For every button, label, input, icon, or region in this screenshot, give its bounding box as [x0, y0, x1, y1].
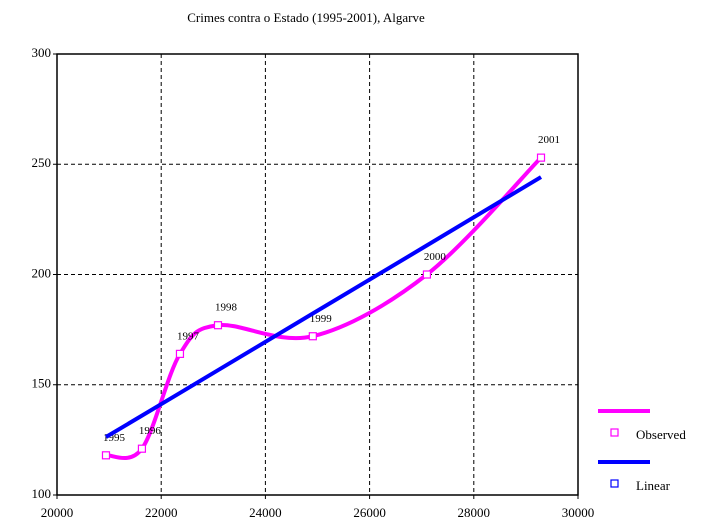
x-tick-label: 26000	[353, 505, 386, 520]
y-tick-label: 200	[32, 265, 52, 280]
legend-marker	[610, 428, 619, 437]
series-line	[105, 156, 543, 460]
y-tick-label: 100	[32, 486, 52, 501]
marker	[101, 451, 111, 460]
point-label: 1998	[215, 302, 238, 314]
legend-marker	[610, 479, 619, 488]
marker	[213, 321, 223, 330]
point-label: 1996	[139, 425, 162, 437]
plot-border	[56, 53, 579, 496]
point-label: 1997	[177, 330, 200, 342]
legend-label: Linear	[636, 478, 671, 493]
chart-title: Crimes contra o Estado (1995-2001), Alga…	[187, 10, 425, 25]
point-label: 1999	[310, 313, 333, 325]
x-tick-label: 28000	[458, 505, 491, 520]
y-tick-label: 150	[32, 376, 52, 391]
x-tick-label: 24000	[249, 505, 282, 520]
x-tick-label: 20000	[41, 505, 74, 520]
point-label: 2001	[538, 134, 560, 146]
legend-label: Observed	[636, 427, 686, 442]
marker	[422, 270, 432, 279]
y-tick-label: 250	[32, 155, 52, 170]
x-tick-label: 30000	[562, 505, 595, 520]
marker	[308, 332, 317, 341]
marker	[536, 153, 546, 162]
marker	[137, 444, 147, 453]
x-tick-label: 22000	[145, 505, 178, 520]
point-label: 2000	[424, 251, 447, 263]
y-tick-label: 300	[32, 45, 52, 60]
marker	[175, 349, 185, 358]
series-line	[104, 175, 543, 439]
